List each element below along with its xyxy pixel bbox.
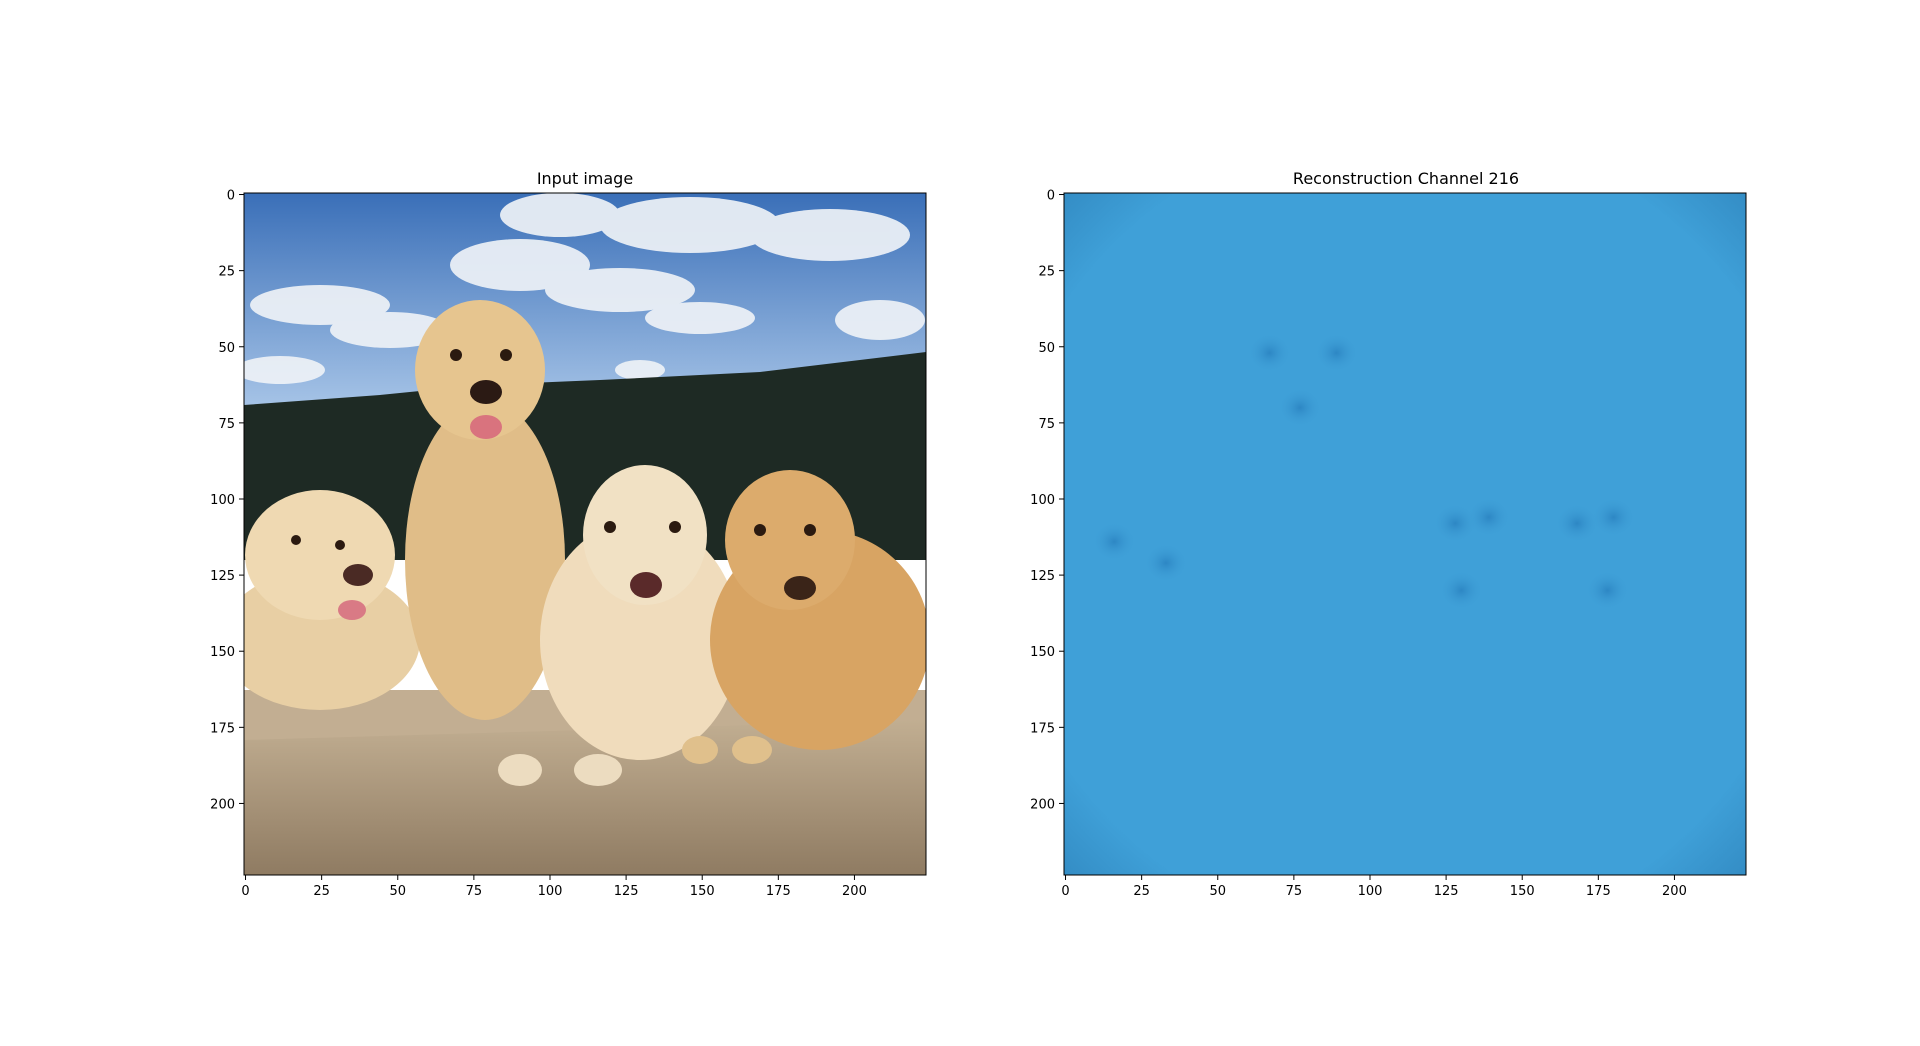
y-tick-label: 25 <box>218 265 235 280</box>
reconstruction-axes: Reconstruction Channel 216 0 25 50 75 100 125… <box>1030 169 1747 899</box>
feature-blob <box>1439 570 1484 611</box>
y-tick-label: 100 <box>1030 493 1055 508</box>
input-image-frame <box>243 192 927 876</box>
input-image-ticks: 0 25 50 75 100 125 150 175 200 0 25 50 75 100 125 150 17… <box>210 189 867 899</box>
x-tick-label: 200 <box>1662 884 1687 899</box>
dogs <box>244 300 926 786</box>
y-tick-label: 200 <box>1030 797 1055 812</box>
x-tick-label: 0 <box>241 884 249 899</box>
x-tick-label: 175 <box>766 884 791 899</box>
y-tick-label: 50 <box>218 341 235 356</box>
y-tick-label: 50 <box>1038 341 1055 356</box>
reconstruction-ticks: 0 25 50 75 100 125 150 175 200 0 25 50 75 100 125 150 17… <box>1030 189 1687 899</box>
x-tick-label: 150 <box>690 884 715 899</box>
feature-blob <box>1433 503 1478 544</box>
x-tick-label: 50 <box>389 884 406 899</box>
x-tick-label: 125 <box>614 884 639 899</box>
feature-blob <box>1277 387 1322 428</box>
reconstruction-frame <box>1063 192 1747 876</box>
y-tick-label: 200 <box>210 797 235 812</box>
x-tick-label: 0 <box>1061 884 1069 899</box>
reconstruction-features <box>1092 332 1636 611</box>
y-tick-label: 75 <box>218 417 235 432</box>
y-tick-label: 175 <box>1030 721 1055 736</box>
y-tick-label: 125 <box>210 569 235 584</box>
x-tick-label: 75 <box>466 884 483 899</box>
x-tick-label: 200 <box>842 884 867 899</box>
input-image-axes: Input image <box>210 169 927 899</box>
y-tick-label: 125 <box>1030 569 1055 584</box>
reconstruction-image <box>1064 193 1746 875</box>
x-tick-label: 25 <box>313 884 330 899</box>
y-tick-label: 150 <box>1030 645 1055 660</box>
feature-blob <box>1143 542 1188 583</box>
feature-blob <box>1555 503 1600 544</box>
feature-blob <box>1466 497 1511 538</box>
y-tick-label: 25 <box>1038 265 1055 280</box>
feature-blob <box>1591 497 1636 538</box>
y-tick-label: 100 <box>210 493 235 508</box>
clouds <box>244 193 925 384</box>
y-tick-label: 0 <box>227 189 235 204</box>
feature-blob <box>1247 332 1292 373</box>
x-tick-label: 175 <box>1586 884 1611 899</box>
y-tick-label: 150 <box>210 645 235 660</box>
x-tick-label: 100 <box>538 884 563 899</box>
feature-blob <box>1092 521 1137 562</box>
x-tick-label: 125 <box>1434 884 1459 899</box>
y-tick-label: 0 <box>1047 189 1055 204</box>
x-tick-label: 25 <box>1133 884 1150 899</box>
x-tick-label: 150 <box>1510 884 1535 899</box>
reconstruction-title: Reconstruction Channel 216 <box>1293 169 1519 188</box>
input-photo <box>244 193 926 875</box>
x-tick-label: 50 <box>1209 884 1226 899</box>
x-tick-label: 75 <box>1286 884 1303 899</box>
feature-blob <box>1585 570 1630 611</box>
feature-blob <box>1314 332 1359 373</box>
y-tick-label: 75 <box>1038 417 1055 432</box>
y-tick-label: 175 <box>210 721 235 736</box>
input-image-title: Input image <box>537 169 633 188</box>
x-tick-label: 100 <box>1358 884 1383 899</box>
